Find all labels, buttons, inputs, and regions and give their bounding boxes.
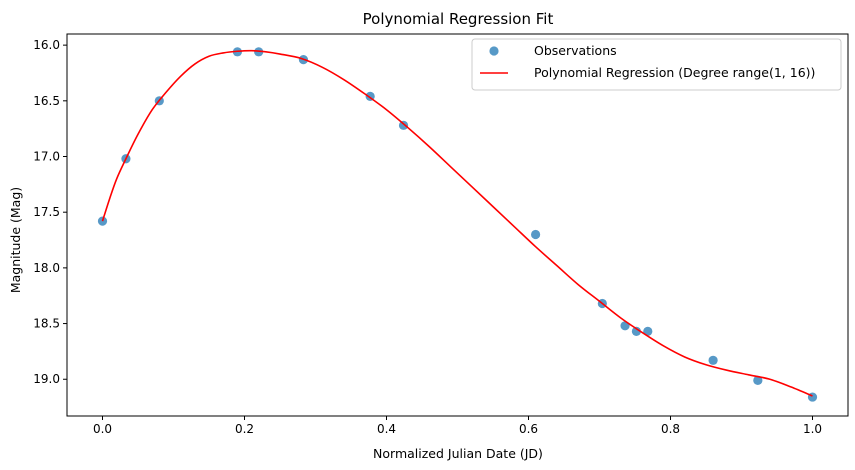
y-axis-ticks: 16.0 16.5 17.0 17.5 18.0 18.5 19.0 [33, 38, 67, 386]
legend: Observations Polynomial Regression (Degre… [471, 38, 842, 91]
chart-title: Polynomial Regression Fit [363, 10, 554, 28]
y-tick-label: 16.5 [33, 94, 60, 108]
x-tick-label: 0.0 [93, 422, 112, 436]
x-tick-label: 1.0 [803, 422, 822, 436]
x-tick-label: 0.8 [661, 422, 680, 436]
axes-frame [66, 33, 849, 417]
y-tick-label: 19.0 [33, 372, 60, 386]
x-tick-label: 0.6 [519, 422, 538, 436]
x-axis-ticks: 0.0 0.2 0.4 0.6 0.8 1.0 [93, 416, 822, 436]
x-axis-label: Normalized Julian Date (JD) [373, 446, 543, 461]
observation-point [753, 375, 763, 385]
legend-box [471, 38, 842, 91]
x-tick-label: 0.4 [377, 422, 396, 436]
observation-point [97, 216, 108, 226]
observation-point [643, 326, 653, 336]
y-tick-label: 17.5 [33, 205, 60, 219]
y-tick-label: 17.0 [33, 150, 60, 164]
x-tick-label: 0.2 [235, 422, 254, 436]
legend-label-observations: Observations [534, 43, 617, 58]
plot-area [97, 47, 818, 402]
observation-point [708, 355, 718, 365]
y-axis-label: Magnitude (Mag) [8, 187, 23, 293]
legend-label-regression: Polynomial Regression (Degree range(1, 1… [534, 65, 815, 80]
y-tick-label: 16.0 [33, 38, 60, 52]
legend-marker-observations [489, 46, 499, 56]
observation-point [531, 229, 541, 240]
observation-point [398, 120, 409, 130]
regression-curve [101, 49, 813, 397]
y-tick-label: 18.5 [33, 317, 60, 331]
y-tick-label: 18.0 [33, 261, 60, 275]
observation-point [631, 326, 642, 336]
